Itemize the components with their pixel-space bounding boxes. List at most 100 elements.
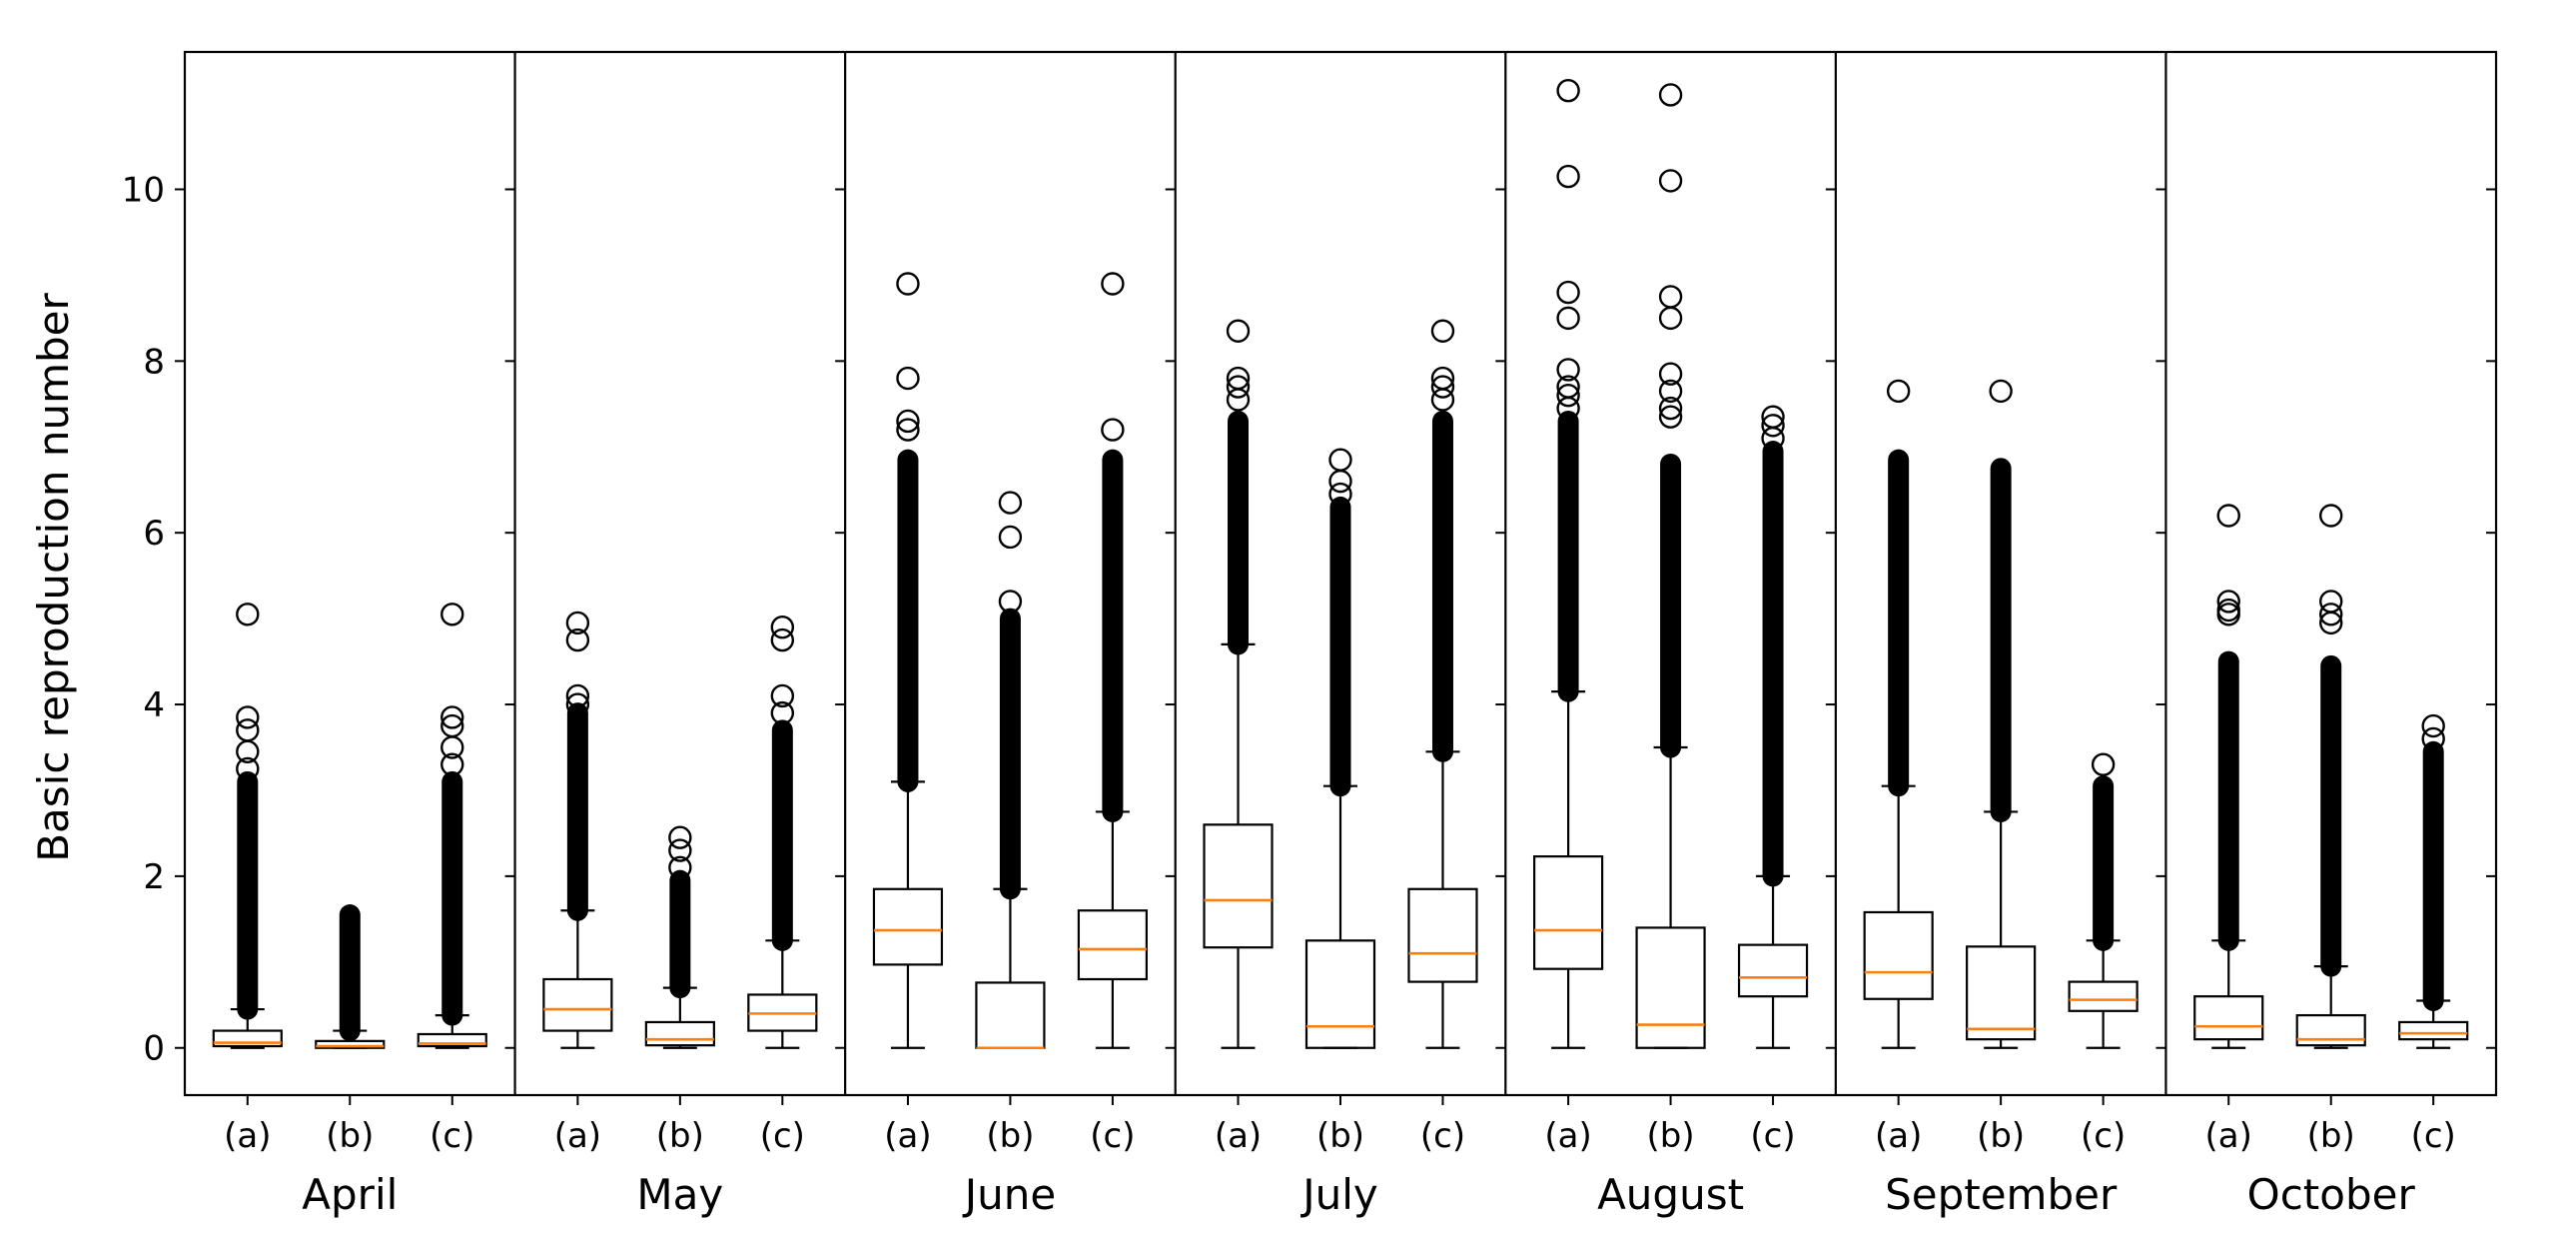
outlier-point [998, 525, 1023, 550]
iqr-box [1737, 943, 1809, 998]
outlier-point [998, 491, 1023, 515]
outlier-point [1658, 405, 1683, 429]
iqr-box [417, 1032, 487, 1048]
iqr-box [975, 981, 1046, 1049]
month-label: August [1597, 1170, 1744, 1219]
outlier-point [1886, 379, 1911, 404]
outlier-point [1226, 319, 1251, 343]
iqr-box [2398, 1020, 2469, 1041]
iqr-box [315, 1039, 386, 1049]
iqr-box [644, 1020, 715, 1047]
category-label: (b) [1647, 1116, 1695, 1156]
month-label: May [636, 1170, 723, 1219]
outlier-point [1556, 280, 1580, 305]
outlier-point [565, 692, 590, 716]
box-may-1 [644, 825, 715, 1049]
category-label: (c) [1420, 1116, 1465, 1156]
outlier-point [2319, 504, 2343, 528]
month-label: April [302, 1170, 398, 1219]
category-label: (b) [656, 1116, 704, 1156]
outlier-point [1328, 469, 1352, 494]
iqr-box [872, 887, 944, 966]
outlier-point [668, 838, 692, 862]
box-july-2 [1407, 319, 1478, 1049]
outlier-point [440, 752, 464, 776]
outlier-point [236, 603, 260, 626]
month-label: July [1299, 1170, 1378, 1219]
iqr-box [1532, 855, 1604, 970]
outlier-point [1430, 388, 1455, 412]
box-september-1 [1966, 379, 2037, 1049]
category-label: (b) [1977, 1116, 2025, 1156]
outlier-point [668, 825, 692, 849]
outlier-point [2421, 726, 2445, 751]
outlier-point [1430, 375, 1455, 399]
iqr-box [1863, 910, 1934, 1000]
category-label: (b) [986, 1116, 1034, 1156]
outlier-point [1430, 319, 1455, 343]
panel-september: (a) (b) (c) September [1825, 52, 2139, 1219]
month-label: June [962, 1170, 1056, 1219]
iqr-box [542, 977, 613, 1032]
outlier-point [236, 718, 260, 742]
category-label: (a) [2205, 1116, 2252, 1156]
outlier-point [1658, 379, 1683, 404]
outlier-point [2216, 590, 2240, 614]
box-may-2 [747, 616, 818, 1049]
outlier-point [2216, 504, 2240, 528]
outlier-point [1658, 306, 1683, 331]
y-tick-label: 4 [143, 685, 165, 725]
category-label: (a) [224, 1116, 271, 1156]
category-label: (a) [884, 1116, 931, 1156]
outlier-point [770, 683, 795, 708]
iqr-box [1203, 823, 1274, 949]
category-label: (b) [2307, 1116, 2355, 1156]
outlier-point [1328, 482, 1352, 507]
outlier-point [565, 611, 590, 635]
iqr-box [2193, 995, 2264, 1041]
outlier-point [1761, 405, 1785, 429]
outlier-point [1430, 366, 1455, 391]
outlier-point [1328, 448, 1352, 472]
category-label: (c) [429, 1116, 474, 1156]
box-august-1 [1635, 83, 1706, 1049]
outlier-point [770, 616, 795, 639]
category-label: (c) [2081, 1116, 2126, 1156]
box-october-1 [2295, 504, 2366, 1049]
box-may-0 [542, 611, 613, 1049]
outlier-point [1556, 78, 1580, 103]
month-label: October [2247, 1170, 2416, 1219]
month-label: September [1885, 1170, 2118, 1219]
category-label: (b) [1316, 1116, 1364, 1156]
outlier-point [2319, 603, 2343, 626]
outlier-point [2421, 713, 2445, 738]
panel-april: 0 2 4 6 8 10 (a) (b) (c) April [122, 170, 487, 1219]
outlier-point [1101, 272, 1125, 296]
outlier-point [1101, 418, 1125, 442]
y-axis-label: Basic reproduction number [29, 293, 78, 862]
outlier-point [440, 713, 464, 738]
panel-october: (a) (b) (c) October [2155, 52, 2496, 1219]
outlier-point [896, 418, 920, 442]
y-tick-label: 8 [143, 342, 165, 382]
y-tick-label: 6 [143, 514, 165, 554]
outlier-point [440, 705, 464, 729]
iqr-box [1407, 887, 1478, 983]
category-label: (c) [2411, 1116, 2456, 1156]
outlier-point [236, 705, 260, 729]
outlier-point [1556, 375, 1580, 399]
outlier-point [770, 700, 795, 725]
outlier-point [440, 603, 464, 626]
outlier-point [1658, 285, 1683, 309]
box-september-0 [1863, 379, 1934, 1049]
box-october-2 [2398, 713, 2469, 1049]
iqr-box [1304, 939, 1376, 1049]
box-june-2 [1077, 272, 1149, 1049]
category-label: (a) [1875, 1116, 1922, 1156]
outlier-point [668, 855, 692, 879]
outlier-point [1658, 83, 1683, 107]
box-april-1 [315, 904, 386, 1049]
category-label: (a) [1215, 1116, 1262, 1156]
outlier-point [2319, 590, 2343, 614]
